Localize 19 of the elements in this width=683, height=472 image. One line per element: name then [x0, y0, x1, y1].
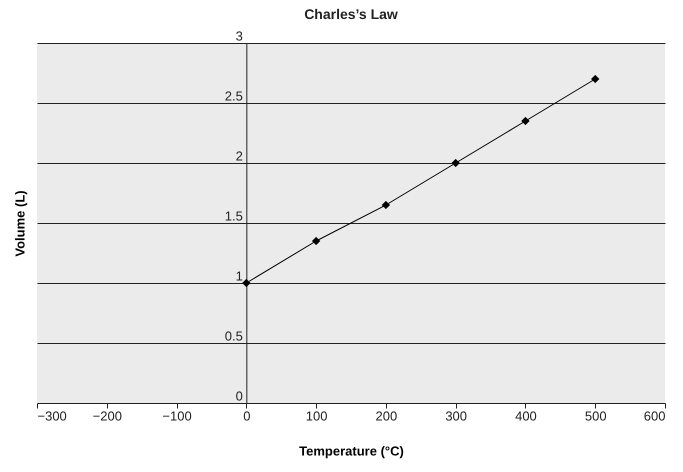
x-tick-label: 200 — [376, 408, 398, 424]
y-tick-label: 3 — [236, 28, 243, 44]
x-axis-title: Temperature (°C) — [299, 444, 404, 458]
y-tick-label: 0.5 — [224, 328, 243, 344]
y-tick-label: 1 — [236, 268, 243, 284]
x-tick-label: −200 — [92, 408, 122, 424]
x-tick-label: −300 — [38, 408, 67, 424]
x-tick-label: −100 — [162, 408, 192, 424]
y-tick-label: 2 — [236, 148, 243, 164]
x-tick-label: 500 — [584, 408, 607, 424]
x-tick-label: 600 — [644, 408, 666, 424]
x-tick-label: 300 — [445, 408, 468, 424]
y-tick-label: 1.5 — [224, 208, 243, 224]
x-tick-label: 100 — [306, 408, 328, 424]
x-tick-label: 400 — [515, 408, 537, 424]
y-tick-label: 2.5 — [224, 88, 243, 104]
y-tick-label: 0 — [236, 388, 243, 404]
chart-title: Charles’s Law — [304, 6, 398, 22]
y-axis-title: Volume (L) — [12, 190, 28, 257]
